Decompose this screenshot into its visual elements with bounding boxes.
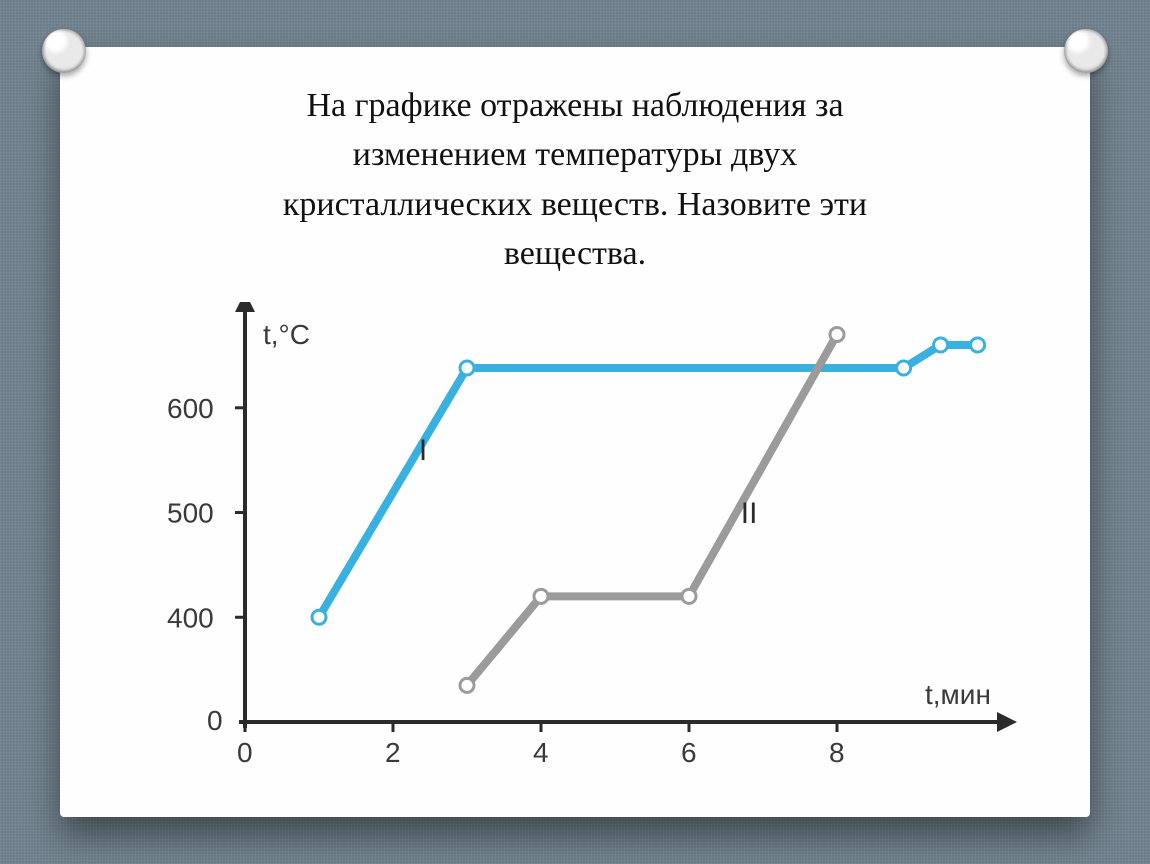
chart-area: 400500600002468t,°Ct,минIII bbox=[96, 284, 1054, 799]
series-label-II: II bbox=[741, 497, 758, 530]
pushpin-icon bbox=[1064, 29, 1108, 73]
series-marker-I bbox=[312, 610, 326, 624]
x-tick-label: 0 bbox=[237, 737, 253, 768]
series-marker-II bbox=[534, 589, 548, 603]
x-tick-label: 6 bbox=[681, 737, 697, 768]
y-tick-label: 400 bbox=[167, 602, 214, 633]
title-line: кристаллических веществ. Назовите эти bbox=[283, 186, 867, 223]
line-chart: 400500600002468t,°Ct,минIII bbox=[125, 302, 1025, 782]
series-marker-II bbox=[682, 589, 696, 603]
y-tick-label: 600 bbox=[167, 392, 214, 423]
x-tick-label: 2 bbox=[385, 737, 401, 768]
series-marker-I bbox=[897, 361, 911, 375]
slide-title: На графике отражены наблюдения за измене… bbox=[96, 81, 1054, 278]
series-line-I bbox=[319, 345, 978, 617]
series-label-I: I bbox=[419, 434, 427, 467]
series-line-II bbox=[467, 334, 837, 685]
card-content: На графике отражены наблюдения за измене… bbox=[60, 47, 1090, 817]
title-line: На графике отражены наблюдения за bbox=[306, 87, 843, 124]
slide-card: На графике отражены наблюдения за измене… bbox=[60, 47, 1090, 817]
y-axis-label: t,°C bbox=[263, 319, 310, 350]
x-tick-label: 8 bbox=[829, 737, 845, 768]
y-tick-label: 500 bbox=[167, 497, 214, 528]
series-marker-I bbox=[934, 338, 948, 352]
x-axis-label: t,мин bbox=[925, 679, 991, 710]
series-marker-I bbox=[460, 361, 474, 375]
series-marker-II bbox=[830, 327, 844, 341]
x-tick-label: 4 bbox=[533, 737, 549, 768]
y-zero-label: 0 bbox=[207, 705, 223, 736]
series-marker-I bbox=[971, 338, 985, 352]
title-line: вещества. bbox=[504, 235, 646, 272]
pushpin-icon bbox=[42, 29, 86, 73]
series-marker-II bbox=[460, 678, 474, 692]
title-line: изменением температуры двух bbox=[353, 136, 797, 173]
